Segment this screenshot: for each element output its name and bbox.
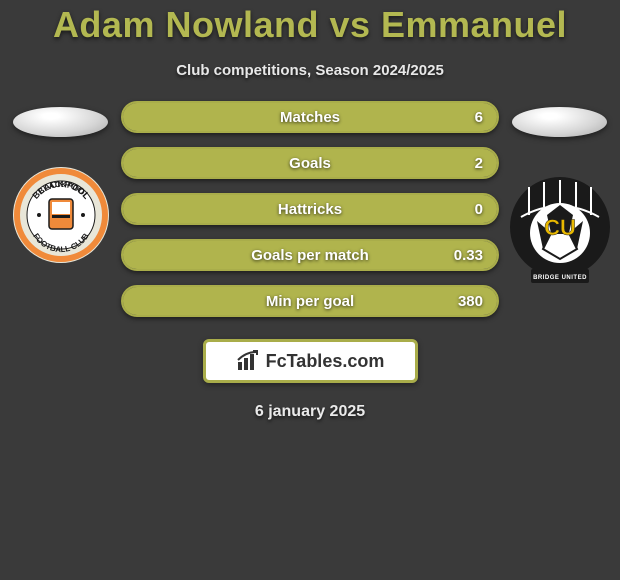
left-player-placeholder	[13, 107, 108, 137]
stat-bar: Matches6	[121, 101, 499, 133]
stat-bar: Goals per match0.33	[121, 239, 499, 271]
blackpool-badge-icon: BLACKPOOL BLACKPOOL FOOTBALL CLUB	[11, 165, 111, 265]
left-player-col: BLACKPOOL BLACKPOOL FOOTBALL CLUB	[8, 107, 113, 270]
stat-label: Matches	[177, 109, 443, 126]
stat-label: Goals per match	[177, 247, 443, 264]
cambridge-badge-icon: CU BRIDGE UNITED	[509, 177, 611, 285]
stat-label: Min per goal	[177, 293, 443, 310]
brand-badge[interactable]: FcTables.com	[203, 339, 418, 383]
bar-chart-icon	[236, 350, 262, 372]
stat-right-value: 380	[443, 293, 483, 310]
svg-text:CU: CU	[544, 215, 576, 240]
stat-right-value: 2	[443, 155, 483, 172]
stat-right-value: 0	[443, 201, 483, 218]
brand-text: FcTables.com	[266, 351, 385, 372]
right-club-badge: CU BRIDGE UNITED	[509, 177, 611, 290]
stat-label: Goals	[177, 155, 443, 172]
page-title: Adam Nowland vs Emmanuel	[0, 4, 620, 46]
right-player-placeholder	[512, 107, 607, 137]
left-club-badge: BLACKPOOL BLACKPOOL FOOTBALL CLUB	[11, 165, 111, 270]
date-text: 6 january 2025	[0, 403, 620, 421]
right-player-col: CU BRIDGE UNITED	[507, 107, 612, 290]
stat-right-value: 6	[443, 109, 483, 126]
stats-list: Matches6Goals2Hattricks0Goals per match0…	[113, 101, 507, 317]
stat-label: Hattricks	[177, 201, 443, 218]
comparison-card: Adam Nowland vs Emmanuel Club competitio…	[0, 0, 620, 421]
subtitle: Club competitions, Season 2024/2025	[0, 62, 620, 79]
stat-bar: Min per goal380	[121, 285, 499, 317]
main-row: BLACKPOOL BLACKPOOL FOOTBALL CLUB	[0, 107, 620, 317]
stat-bar: Goals2	[121, 147, 499, 179]
svg-text:BRIDGE UNITED: BRIDGE UNITED	[533, 275, 587, 281]
stat-right-value: 0.33	[443, 247, 483, 264]
stat-bar: Hattricks0	[121, 193, 499, 225]
